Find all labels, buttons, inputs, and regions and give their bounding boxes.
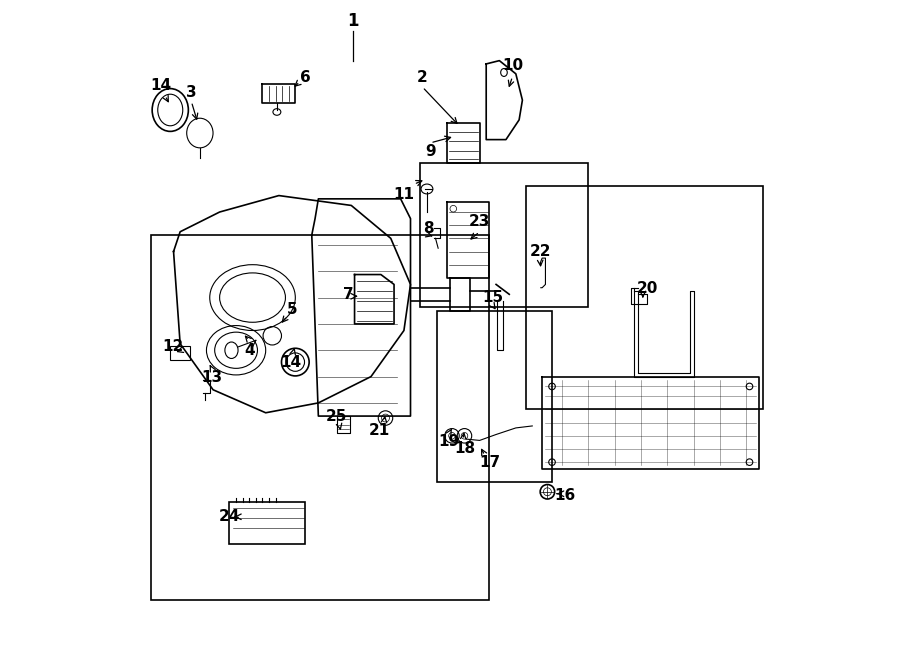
Text: 6: 6 — [300, 69, 310, 85]
Text: 3: 3 — [186, 85, 196, 100]
Text: 11: 11 — [393, 187, 414, 202]
Text: 10: 10 — [502, 58, 523, 73]
Text: 24: 24 — [219, 509, 240, 524]
Text: 2: 2 — [417, 69, 428, 85]
Text: 14: 14 — [149, 78, 171, 93]
Text: 23: 23 — [469, 214, 491, 229]
Bar — [436, 311, 552, 482]
Text: 18: 18 — [454, 442, 475, 457]
Text: 19: 19 — [438, 434, 459, 449]
Bar — [150, 235, 490, 600]
Text: 12: 12 — [162, 340, 184, 354]
Text: 4: 4 — [244, 343, 255, 358]
Text: 8: 8 — [424, 221, 434, 236]
Text: 14: 14 — [280, 354, 302, 369]
Text: 13: 13 — [202, 370, 222, 385]
Text: 5: 5 — [287, 302, 297, 317]
Text: 17: 17 — [479, 455, 500, 470]
Text: 20: 20 — [637, 281, 658, 296]
Bar — [526, 186, 762, 409]
Bar — [420, 163, 589, 307]
Text: 1: 1 — [347, 12, 359, 30]
Text: 15: 15 — [482, 290, 503, 305]
Text: 22: 22 — [529, 244, 551, 259]
Text: 25: 25 — [326, 408, 347, 424]
Text: 21: 21 — [369, 423, 391, 438]
Text: 16: 16 — [554, 488, 576, 502]
Text: 9: 9 — [425, 144, 436, 159]
Bar — [170, 346, 190, 360]
Bar — [230, 502, 305, 545]
Text: 7: 7 — [343, 287, 354, 302]
